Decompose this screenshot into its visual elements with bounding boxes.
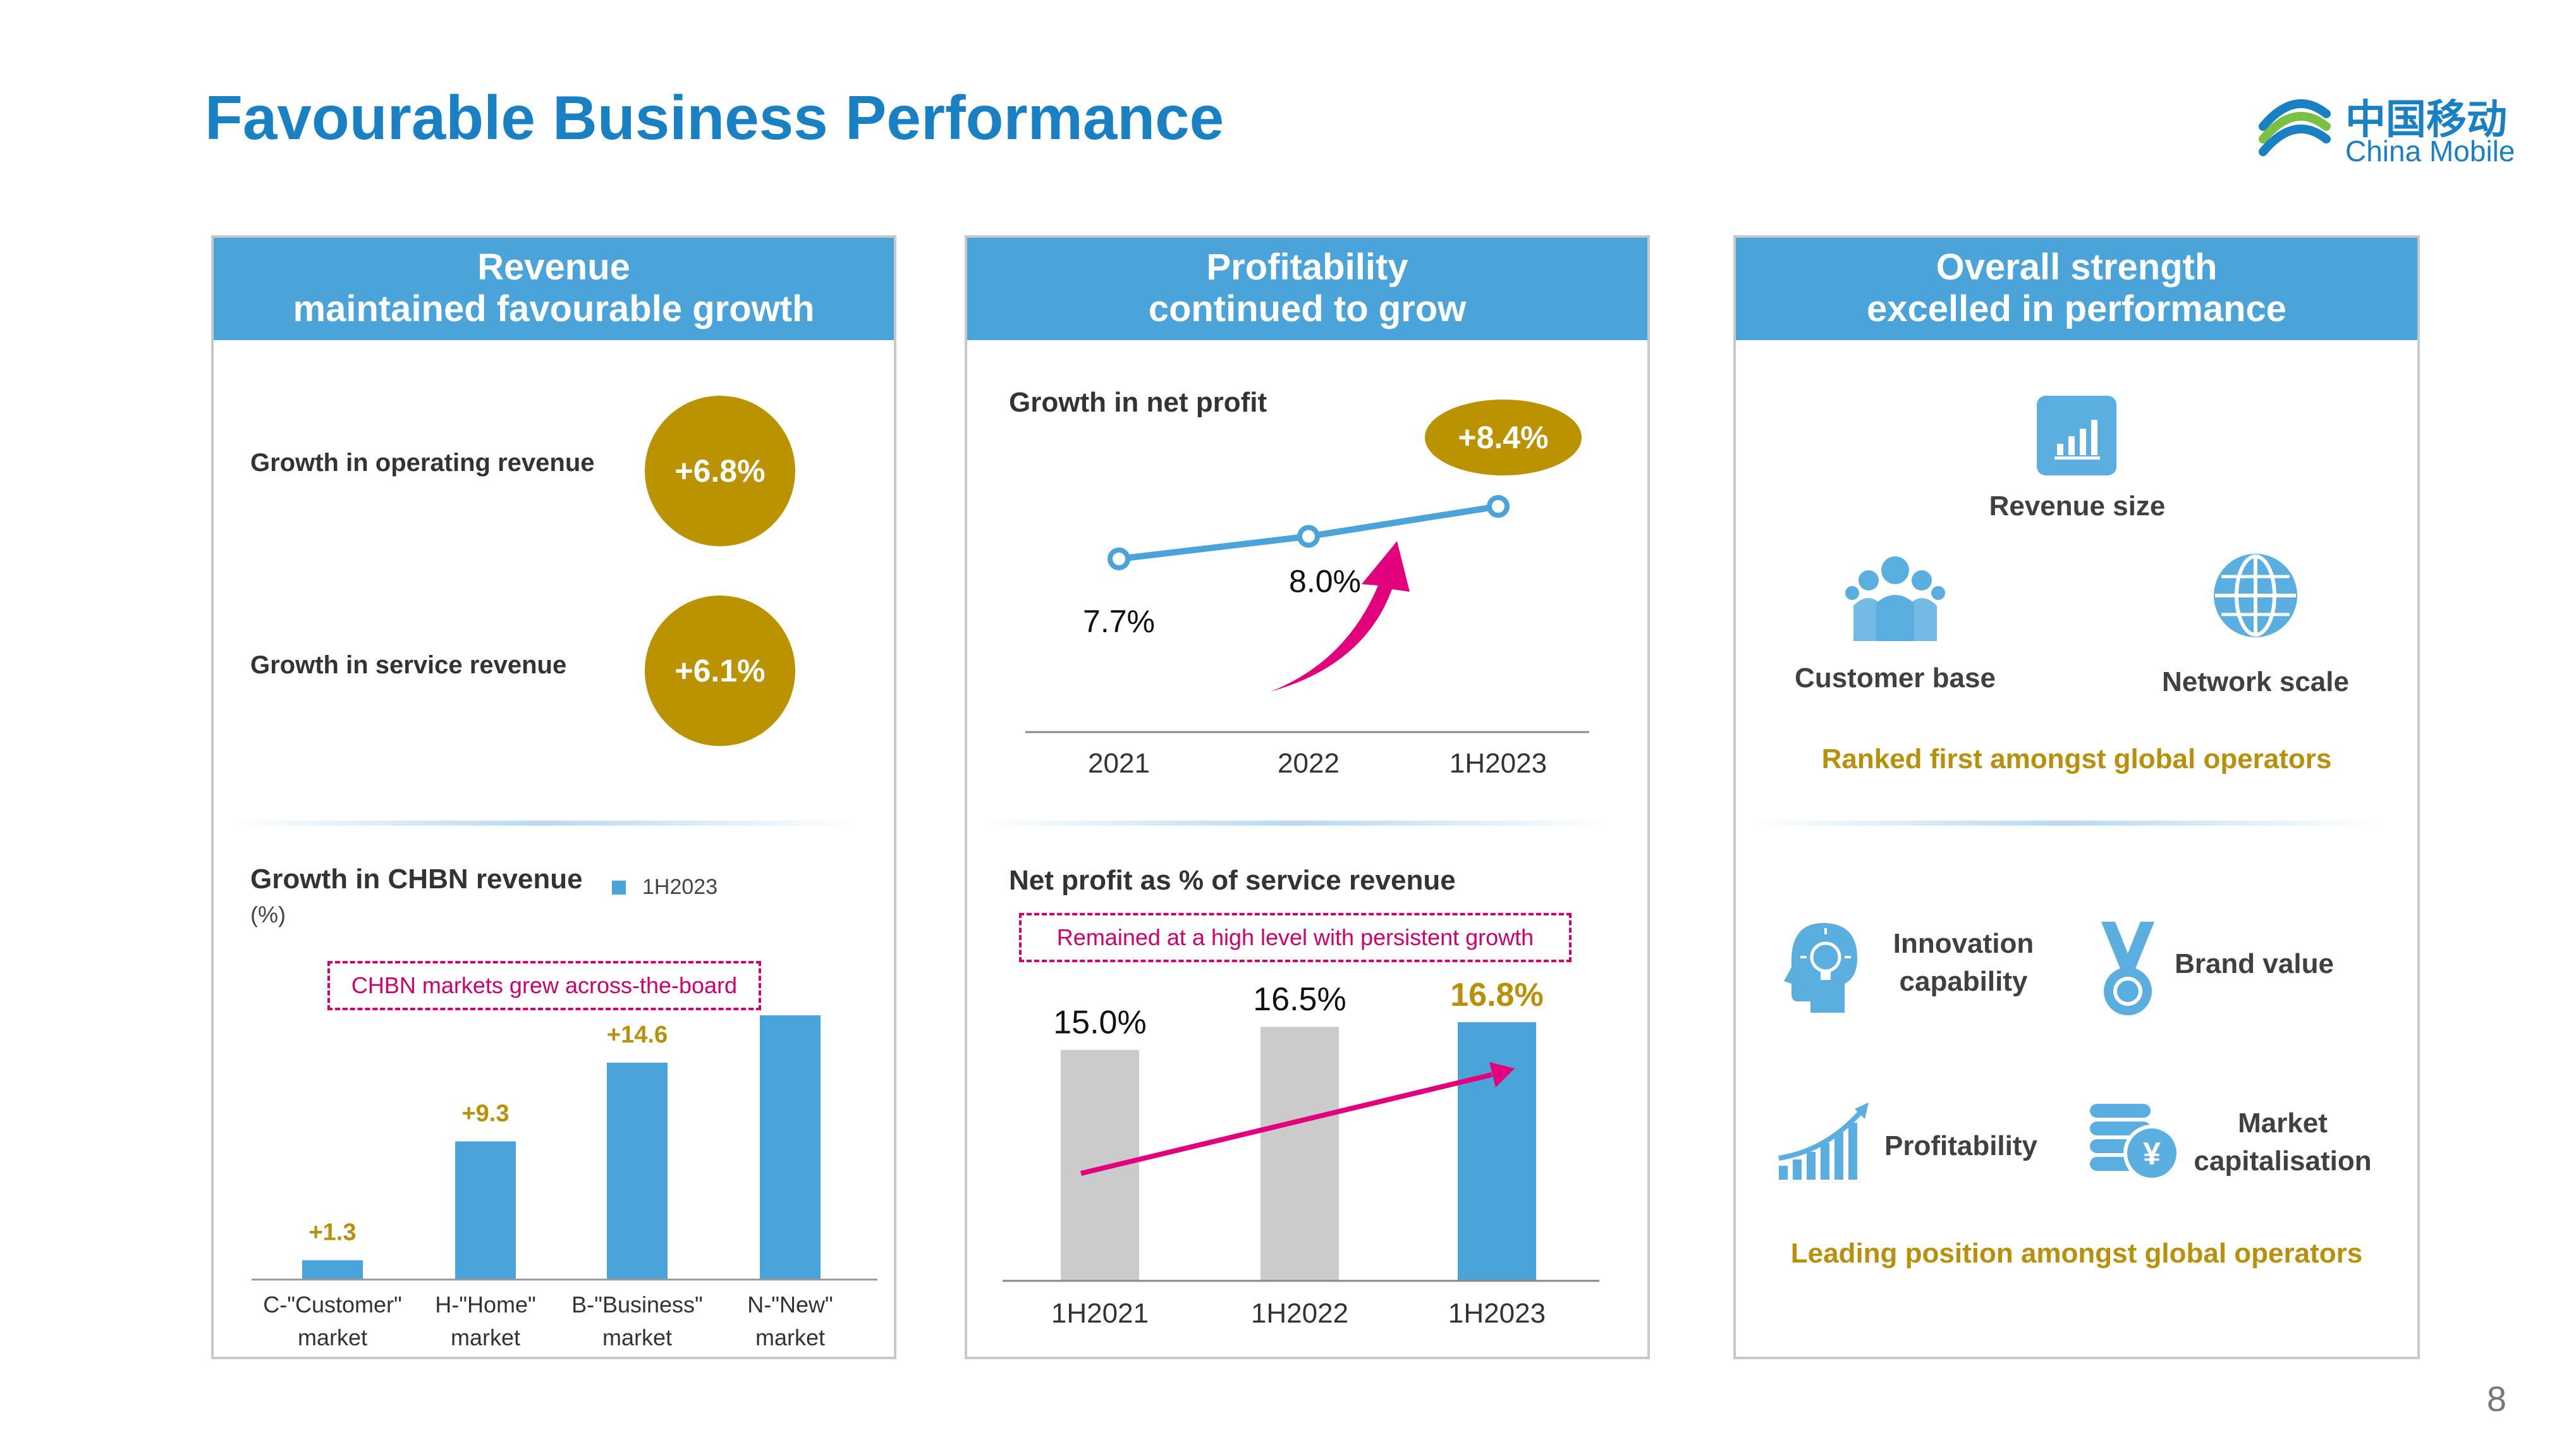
chbn-tick-label: market (298, 1324, 367, 1350)
chbn-tick-label: N-"New" (747, 1292, 833, 1318)
chbn-chart-title: Growth in CHBN revenue (250, 864, 583, 895)
margin-tick-label: 1H2022 (1251, 1298, 1348, 1329)
chbn-bar-chart: +1.3 C-"Customer" market +9.3 H-"Home" market… (252, 1015, 877, 1350)
margin-value-label: 16.5% (1253, 981, 1346, 1018)
net-profit-margin-note: Remained at a high level with persistent… (1019, 913, 1572, 962)
overall-strength-panel: Overall strength excelled in performance… (1733, 235, 2420, 1359)
coins-yen-icon: ¥ (2090, 1104, 2180, 1182)
legend-label: 1H2023 (642, 875, 718, 899)
logo-english: China Mobile (2345, 135, 2515, 168)
innovation-label-line1: Innovation (1893, 928, 2034, 959)
medal-icon (2101, 922, 2154, 1015)
china-mobile-logo-icon (2259, 99, 2331, 156)
separator (980, 821, 1612, 826)
operating-revenue-label: Growth in operating revenue (250, 449, 595, 477)
leading-position-text: Leading position amongst global operator… (1790, 1238, 2363, 1269)
net-profit-title: Growth in net profit (1009, 387, 1267, 418)
profitability-label: Profitability (1884, 1130, 2038, 1161)
revenue-size-label: Revenue size (1989, 491, 2166, 522)
profitability-panel-header: Profitability continued to grow (967, 238, 1647, 340)
legend-swatch (612, 880, 626, 895)
bar-chart-icon (2037, 396, 2116, 475)
net-profit-point (1297, 525, 1320, 548)
logo-chinese: 中国移动 (2345, 97, 2507, 142)
customer-base-label: Customer base (1795, 663, 1996, 694)
separator (226, 821, 858, 826)
profitability-panel: Profitability continued to grow Growth i… (965, 235, 1650, 1359)
chbn-tick-label: B-"Business" (571, 1292, 703, 1318)
brand-value-label: Brand value (2175, 948, 2334, 979)
chbn-value-label: +14.6 (607, 1022, 668, 1048)
chbn-tick-label: market (755, 1324, 825, 1350)
revenue-panel: Revenue maintained favourable growth Gro… (211, 235, 896, 1359)
chbn-tick-label: market (602, 1324, 672, 1350)
net-profit-value-label: 7.7% (1083, 604, 1155, 639)
innovation-label-line2: capability (1899, 966, 2028, 997)
net-profit-growth-badge: +8.4% (1425, 400, 1582, 475)
brain-bulb-icon (1784, 923, 1857, 1013)
net-profit-tick-label: 1H2023 (1450, 748, 1547, 779)
overall-strength-panel-header: Overall strength excelled in performance (1736, 238, 2417, 340)
net-profit-tick-label: 2021 (1088, 748, 1150, 779)
chbn-tick-label: H-"Home" (435, 1292, 536, 1318)
net-profit-value-label: 8.0% (1289, 563, 1361, 599)
network-scale-label: Network scale (2162, 666, 2349, 697)
page-title: Favourable Business Performance (205, 83, 1224, 152)
margin-value-label: 15.0% (1053, 1005, 1146, 1041)
trend-arrow-line (1080, 1072, 1492, 1176)
margin-tick-label: 1H2023 (1448, 1298, 1546, 1329)
chbn-value-label: +9.3 (461, 1100, 509, 1127)
chbn-note: CHBN markets grew across-the-board (327, 961, 761, 1010)
globe-icon (2214, 554, 2297, 637)
net-profit-line-chart: 7.7% 2021 8.0% 2022 1H2023 (1025, 495, 1589, 779)
margin-bar (1061, 1049, 1139, 1281)
market-cap-label-line1: Market (2238, 1108, 2328, 1139)
chbn-legend: 1H2023 (612, 875, 717, 900)
separator (1749, 821, 2381, 826)
ranked-first-text: Ranked first amongst global operators (1821, 743, 2332, 774)
chbn-tick-label: market (451, 1324, 520, 1350)
margin-tick-label: 1H2021 (1051, 1298, 1149, 1329)
chbn-bar (760, 1015, 821, 1280)
chbn-value-label: +1.3 (308, 1219, 356, 1245)
people-icon (1845, 556, 1945, 641)
service-revenue-badge: +6.1% (645, 596, 795, 746)
net-profit-point (1108, 547, 1130, 570)
revenue-panel-header: Revenue maintained favourable growth (214, 238, 894, 340)
market-cap-label-line2: capitalisation (2194, 1146, 2372, 1177)
margin-bar (1261, 1027, 1339, 1281)
margin-bar (1458, 1022, 1536, 1281)
chbn-bar (455, 1141, 516, 1280)
margin-value-label: 16.8% (1450, 977, 1543, 1013)
service-revenue-label: Growth in service revenue (250, 651, 567, 679)
chbn-unit: (%) (250, 902, 286, 927)
net-profit-point (1487, 495, 1510, 518)
growth-chart-icon (1778, 1103, 1869, 1180)
net-profit-margin-bar-chart: 15.0% 1H2021 16.5% 1H2022 16.8% 1H2023 (1003, 977, 1599, 1329)
chbn-bar (607, 1062, 668, 1280)
svg-text:¥: ¥ (2143, 1136, 2161, 1171)
page-number: 8 (2486, 1379, 2506, 1419)
operating-revenue-badge: +6.8% (645, 396, 795, 546)
upward-arrow-icon (1271, 541, 1410, 692)
chbn-tick-label: C-"Customer" (263, 1292, 402, 1318)
net-profit-tick-label: 2022 (1278, 748, 1340, 779)
net-profit-margin-title: Net profit as % of service revenue (1009, 865, 1456, 896)
chbn-bar (302, 1260, 363, 1280)
china-mobile-logo: 中国移动 China Mobile (2250, 82, 2516, 177)
trend-arrow-head-icon (1489, 1062, 1515, 1087)
